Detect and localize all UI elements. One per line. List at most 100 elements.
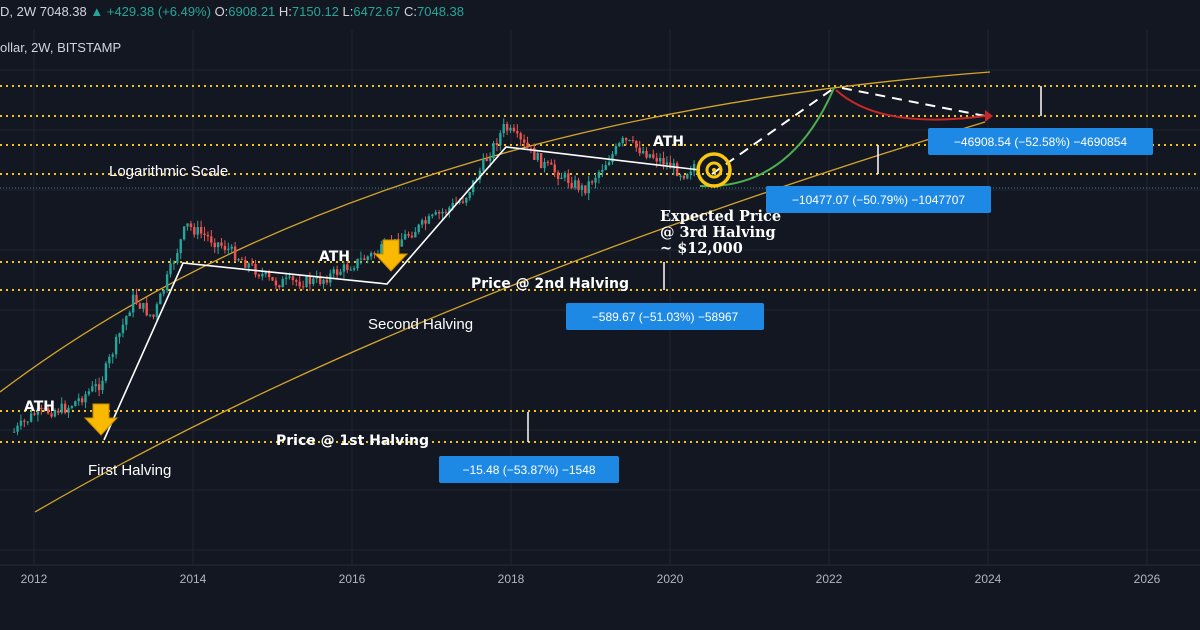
drawdown-box-2: −589.67 (−51.03%) −58967 <box>566 303 764 330</box>
candle-body-40 <box>148 314 152 316</box>
candle-body-84 <box>298 281 301 287</box>
channel-lower <box>34 121 986 513</box>
candle-body-95 <box>335 269 339 275</box>
candle-body-98 <box>346 264 349 271</box>
candle-body-10 <box>46 408 50 414</box>
candle-body-126 <box>441 211 444 214</box>
candle-body-35 <box>131 294 135 313</box>
low-value: 6472.67 <box>353 4 401 19</box>
candle-body-96 <box>339 271 342 275</box>
target-ring-outer <box>696 152 732 188</box>
candle-body-169 <box>587 181 590 194</box>
target-center <box>712 168 716 172</box>
candle-body-4 <box>26 421 29 423</box>
candle-body-139 <box>485 158 488 161</box>
candle-body-118 <box>414 232 417 238</box>
candle-body-183 <box>635 140 638 148</box>
candle-body-13 <box>57 410 60 413</box>
candle-body-71 <box>254 264 257 275</box>
candle-body-152 <box>529 147 533 149</box>
halving-arrow-2 <box>373 239 409 272</box>
candle-body-197 <box>682 175 686 179</box>
candle-body-65 <box>233 246 237 261</box>
candle-body-43 <box>159 293 162 305</box>
candle-body-44 <box>162 289 165 294</box>
candle-body-161 <box>560 177 563 180</box>
candle-body-75 <box>267 272 271 278</box>
open-value: 6908.21 <box>228 4 276 19</box>
candle-body-186 <box>645 150 648 158</box>
candle-body-184 <box>638 147 641 154</box>
x-tick-2024: 2024 <box>974 572 1002 586</box>
candle-body-87 <box>308 276 312 285</box>
chart-subtitle: ollar, 2W, BITSTAMP <box>0 40 122 55</box>
candle-body-121 <box>424 220 427 224</box>
candle-body-133 <box>465 197 468 203</box>
ath-label-3: ATH <box>653 134 685 150</box>
candle-body-53 <box>193 227 196 235</box>
candle-body-137 <box>478 170 482 180</box>
candle-body-185 <box>641 150 645 154</box>
candle-body-191 <box>662 157 665 165</box>
candle-body-177 <box>614 146 618 155</box>
candle-body-86 <box>305 276 308 287</box>
candle-body-1 <box>16 425 19 432</box>
candle-body-146 <box>509 127 512 131</box>
projection-dashed-up <box>711 87 835 175</box>
candle-body-66 <box>237 259 240 261</box>
candle-body-60 <box>216 242 220 248</box>
candle-body-104 <box>366 256 369 260</box>
x-tick-2012: 2012 <box>20 572 48 586</box>
candle-body-80 <box>284 277 288 279</box>
candle-body-81 <box>288 276 291 278</box>
candle-body-173 <box>601 169 604 172</box>
candle-body-29 <box>111 354 114 357</box>
close-value: 7048.38 <box>417 4 465 19</box>
candle-body-50 <box>182 226 186 240</box>
candle-body-120 <box>420 220 424 225</box>
candle-body-88 <box>312 278 315 285</box>
candle-body-157 <box>546 161 550 163</box>
chart-grid <box>0 30 1200 566</box>
drawdown-box-3: −10477.07 (−50.79%) −1047707 <box>766 186 991 213</box>
candle-body-151 <box>526 142 529 148</box>
ath-label-2: ATH <box>319 249 351 265</box>
second-halving-label: Second Halving <box>368 316 474 333</box>
candle-body-128 <box>448 207 451 213</box>
growth-channel <box>0 71 991 513</box>
candle-body-144 <box>502 124 505 134</box>
x-tick-2014: 2014 <box>179 572 207 586</box>
candle-body-193 <box>669 162 672 169</box>
candle-body-89 <box>315 277 318 279</box>
candle-body-38 <box>142 303 145 309</box>
candle-body-94 <box>332 269 335 274</box>
candle-body-150 <box>522 139 526 143</box>
candle-body-101 <box>356 258 359 269</box>
projection-red-curve <box>835 89 986 121</box>
expected-price-label: Expected Price @ 3rd Halving ~ $12,000 <box>660 208 782 257</box>
candle-body-30 <box>114 336 118 355</box>
candle-body-56 <box>203 233 206 235</box>
candle-body-14 <box>60 403 63 413</box>
candle-body-142 <box>495 143 499 146</box>
candle-body-21 <box>84 394 87 403</box>
candle-body-85 <box>301 286 305 288</box>
candle-body-46 <box>169 263 172 275</box>
candle-body-52 <box>189 223 193 228</box>
candle-body-166 <box>577 180 580 190</box>
candle-body-8 <box>40 407 43 409</box>
candle-body-31 <box>118 333 121 337</box>
candle-body-134 <box>468 192 471 198</box>
candle-body-16 <box>67 407 70 413</box>
candle-body-11 <box>50 413 53 417</box>
change-text: ▲ +429.38 (+6.49%) <box>90 4 211 19</box>
candle-body-58 <box>210 236 213 243</box>
candle-body-92 <box>325 279 329 283</box>
candle-body-190 <box>658 157 662 162</box>
candle-body-168 <box>584 185 587 194</box>
candle-body-132 <box>461 201 465 203</box>
candle-body-179 <box>621 137 624 144</box>
candle-body-141 <box>492 143 495 158</box>
candle-body-47 <box>172 262 176 264</box>
candle-body-25 <box>97 384 101 391</box>
